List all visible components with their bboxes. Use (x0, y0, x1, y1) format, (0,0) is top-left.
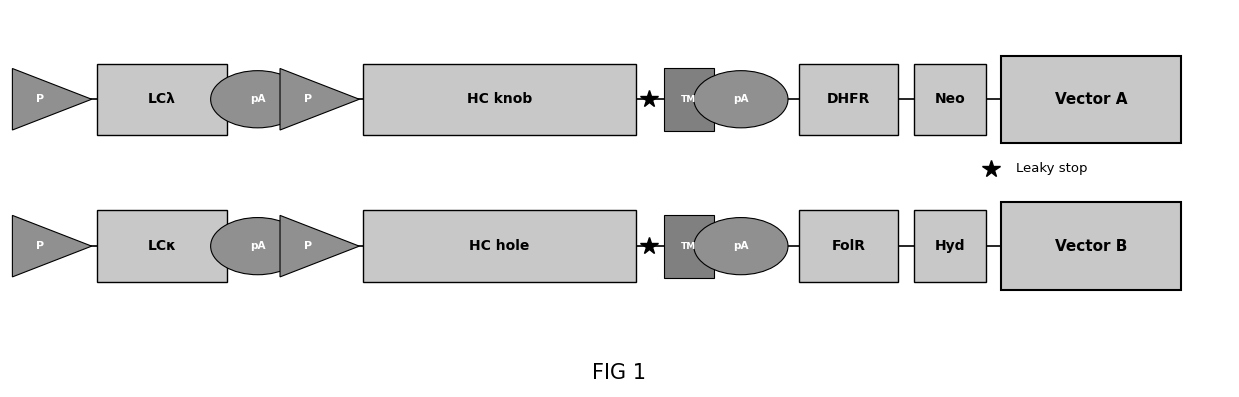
FancyBboxPatch shape (914, 210, 986, 282)
Ellipse shape (694, 71, 788, 128)
Text: TM: TM (681, 242, 696, 251)
Text: TM: TM (681, 95, 696, 104)
Text: Vector B: Vector B (1054, 239, 1127, 254)
FancyBboxPatch shape (664, 68, 714, 131)
Text: LCλ: LCλ (147, 92, 176, 106)
Text: LCκ: LCκ (147, 239, 176, 253)
FancyBboxPatch shape (914, 64, 986, 135)
Ellipse shape (694, 218, 788, 275)
FancyBboxPatch shape (664, 215, 714, 278)
Text: pA: pA (250, 241, 265, 251)
FancyBboxPatch shape (1001, 202, 1181, 290)
Text: Neo: Neo (935, 92, 965, 106)
Text: P: P (36, 94, 45, 104)
Text: pA: pA (250, 94, 265, 104)
FancyBboxPatch shape (799, 210, 898, 282)
Text: FIG 1: FIG 1 (592, 363, 647, 383)
FancyBboxPatch shape (97, 210, 227, 282)
Text: pA: pA (733, 94, 748, 104)
Text: HC hole: HC hole (470, 239, 529, 253)
Polygon shape (280, 215, 359, 277)
FancyBboxPatch shape (799, 64, 898, 135)
Text: Hyd: Hyd (935, 239, 965, 253)
Polygon shape (280, 69, 359, 130)
Text: P: P (304, 241, 312, 251)
Text: Vector A: Vector A (1054, 92, 1127, 107)
FancyBboxPatch shape (363, 210, 636, 282)
Text: P: P (304, 94, 312, 104)
Text: Leaky stop: Leaky stop (1016, 162, 1088, 175)
Ellipse shape (211, 218, 305, 275)
FancyBboxPatch shape (363, 64, 636, 135)
Ellipse shape (211, 71, 305, 128)
FancyBboxPatch shape (1001, 56, 1181, 143)
Text: FolR: FolR (831, 239, 866, 253)
FancyBboxPatch shape (97, 64, 227, 135)
Polygon shape (12, 69, 92, 130)
Text: HC knob: HC knob (467, 92, 532, 106)
Polygon shape (12, 215, 92, 277)
Text: DHFR: DHFR (826, 92, 871, 106)
Text: pA: pA (733, 241, 748, 251)
Text: P: P (36, 241, 45, 251)
